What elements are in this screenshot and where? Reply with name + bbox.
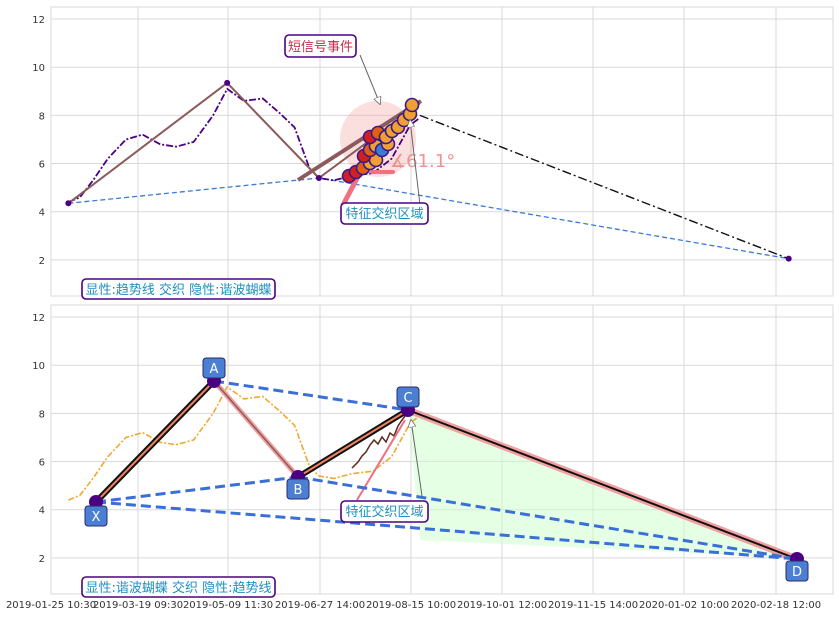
bottom-panel: 2 4 6 8 10 12 X A B C D 特征交织区域 [32,304,834,598]
bottom-feature-label: 特征交织区域 [345,504,423,520]
x-tick-label: 2019-08-15 10:00 [366,600,456,611]
top-y-tick-label: 12 [32,15,45,26]
point-label-box-x [84,505,108,527]
point-label-a: A [210,362,219,377]
top-y-tick-label: 10 [32,63,45,74]
bottom-feature-arrow [411,420,423,497]
top-pivot-dot [224,79,231,86]
bottom-grid [50,305,833,594]
top-feature-arrow [410,120,421,206]
top-y-tick-labels: 2 4 6 8 10 12 [32,15,45,267]
point-label-box-b [286,478,310,500]
bc-detail-series [351,411,409,469]
short-signal-arrow [359,54,380,104]
cd-leg [407,409,798,560]
top-plot-area [50,6,834,297]
trend-x-b [95,475,299,504]
top-projection-line [419,114,789,260]
bottom-y-tick-label: 4 [39,506,45,517]
top-y-tick-label: 6 [39,160,45,171]
angle-label: ∡61.1° [390,151,455,172]
top-y-tick-label: 8 [39,111,45,122]
top-feature-box [340,202,429,225]
trend-a-c [213,379,409,412]
x-tick-label: 2020-01-02 10:00 [639,600,729,611]
bottom-price-series [68,385,421,501]
x-tick-label: 2020-02-18 12:00 [731,600,821,611]
x-tick-label: 2019-01-25 10:30 [6,600,96,611]
x-tick-label: 2019-05-09 11:30 [183,600,273,611]
ab-leg [213,380,299,478]
trend-x-d [95,500,798,561]
bottom-y-tick-label: 6 [39,458,45,469]
point-label-b: B [294,483,303,498]
bottom-y-tick-label: 8 [39,409,45,420]
point-label-d: D [792,565,802,580]
point-label-c: C [403,391,412,406]
x-tick-label: 2019-03-19 09:30 [93,600,183,611]
bottom-feature-box [340,500,429,523]
short-signal-label: 短信号事件 [288,40,353,55]
top-pivot-dot [315,174,322,181]
bottom-y-tick-label: 12 [32,313,45,324]
bottom-y-tick-label: 2 [39,554,45,565]
top-feature-label: 特征交织区域 [345,206,423,222]
top-pivot-dot [65,200,72,207]
bottom-legend-text: 显性:谐波蝴蝶 交织 隐性:趋势线 [85,580,271,596]
bottom-legend-box [81,576,276,598]
top-y-tick-label: 4 [39,208,45,219]
bottom-y-tick-labels: 2 4 6 8 10 12 [32,313,45,565]
x-tick-label: 2019-11-15 14:00 [548,600,638,611]
trend-b-d [297,475,798,561]
xa-leg-inner [95,380,215,503]
point-label-box-a [202,357,226,379]
top-y-tick-label: 2 [39,256,45,267]
bc-leg-inner [297,409,409,478]
point-label-box-c [396,386,420,408]
point-label-x: X [92,510,101,525]
point-label-box-d [785,560,809,582]
top-panel: 2 4 6 8 10 12 ∡61.1° 短信号事件 特征交织区域 显性:趋势线 交织 隐… [32,6,834,300]
signal-bubble [404,97,420,113]
bottom-point-labels: X A B C D [84,357,809,582]
x-tick-label: 2019-06-27 14:00 [275,600,365,611]
signal-bubbles [341,97,420,184]
top-pivot-dot [785,255,792,262]
top-legend-text: 显性:趋势线 交织 隐性:谐波蝴蝶 [85,282,271,298]
top-pivot-dots [65,79,792,262]
short-signal-box [284,34,357,58]
top-legend-box [81,278,276,300]
bottom-y-tick-label: 10 [32,361,45,372]
x-tick-label: 2019-10-01 12:00 [457,600,547,611]
